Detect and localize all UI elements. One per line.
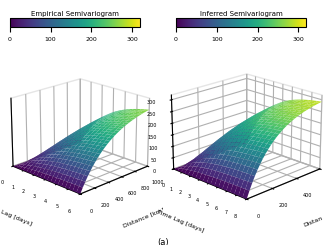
X-axis label: Distance [km]: Distance [km] <box>122 207 165 229</box>
Text: (a): (a) <box>157 238 169 245</box>
Title: Empirical Semivariogram: Empirical Semivariogram <box>31 11 119 17</box>
Y-axis label: Time Lag [days]: Time Lag [days] <box>156 210 204 233</box>
X-axis label: Distan: Distan <box>303 215 324 228</box>
Title: Inferred Semivariogram: Inferred Semivariogram <box>200 11 283 17</box>
Y-axis label: Lag [days]: Lag [days] <box>0 209 33 226</box>
